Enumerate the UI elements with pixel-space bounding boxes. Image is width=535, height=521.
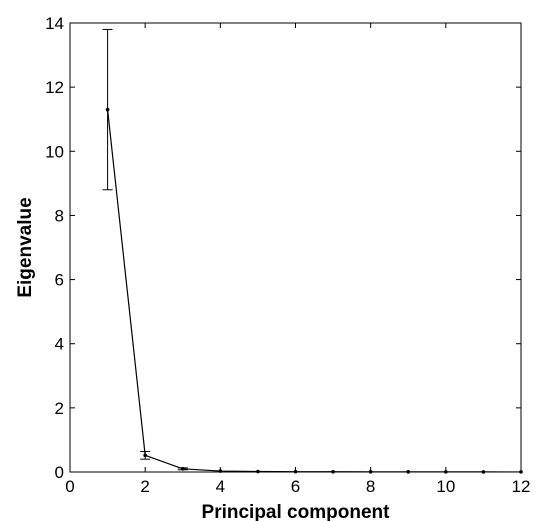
x-axis-label: Principal component bbox=[202, 502, 391, 521]
data-point bbox=[218, 469, 223, 473]
data-point bbox=[368, 470, 373, 474]
axis-ticks bbox=[69, 22, 522, 473]
data-point bbox=[331, 469, 335, 474]
data-point bbox=[256, 469, 260, 474]
data-point bbox=[519, 470, 523, 474]
data-point bbox=[105, 107, 110, 112]
data-series bbox=[102, 28, 523, 474]
y-tick-label: 4 bbox=[55, 335, 64, 354]
y-tick-label: 8 bbox=[55, 206, 64, 225]
y-tick-label: 12 bbox=[45, 78, 64, 97]
x-tick-label: 8 bbox=[366, 477, 375, 496]
y-tick-label: 14 bbox=[45, 14, 64, 33]
x-tick-label: 0 bbox=[65, 477, 74, 496]
y-tick-label: 0 bbox=[55, 463, 64, 482]
plot-area: 0 2 4 6 8 10 12 0 2 4 6 8 10 12 14 bbox=[45, 14, 530, 496]
x-tick-label: 4 bbox=[216, 477, 225, 496]
x-tick-label: 6 bbox=[291, 477, 300, 496]
data-point bbox=[481, 470, 486, 474]
plot-frame bbox=[69, 22, 522, 473]
data-point bbox=[143, 453, 147, 458]
data-point bbox=[180, 466, 185, 471]
y-tick-label: 2 bbox=[55, 399, 64, 418]
y-tick-label: 6 bbox=[55, 271, 64, 290]
x-tick-label: 12 bbox=[512, 477, 531, 496]
x-tick-label: 10 bbox=[436, 477, 455, 496]
y-axis-label: Eigenvalue bbox=[15, 197, 36, 297]
data-point bbox=[406, 470, 411, 474]
series-line bbox=[106, 109, 522, 473]
x-tick-label: 2 bbox=[140, 477, 149, 496]
data-point bbox=[444, 470, 448, 474]
axis-tick-labels: 0 2 4 6 8 10 12 0 2 4 6 8 10 12 14 bbox=[45, 14, 530, 496]
data-point bbox=[293, 469, 298, 474]
y-tick-label: 10 bbox=[45, 142, 64, 161]
